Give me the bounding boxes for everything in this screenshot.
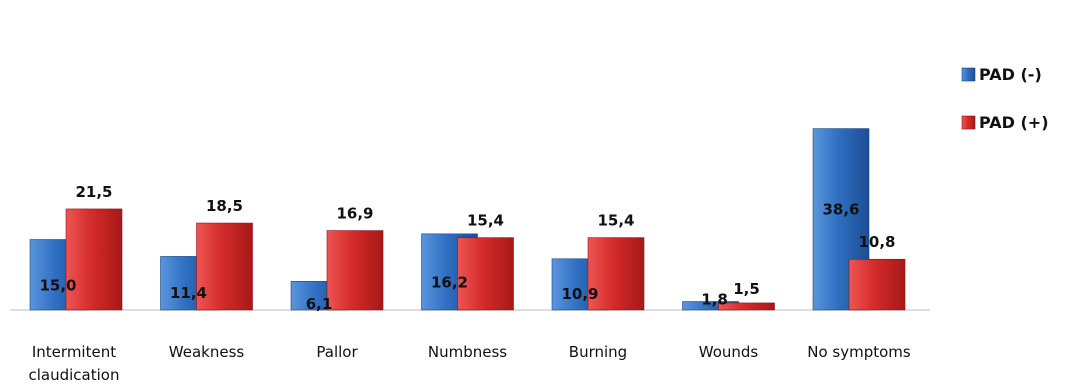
value-label-pad-pos-1: 18,5 [206, 197, 243, 215]
value-label-pad-pos-0: 21,5 [75, 183, 112, 201]
category-label-2: Pallor [316, 343, 358, 361]
legend-swatch-pad-neg [961, 67, 976, 82]
value-label-pad-pos-4: 15,4 [597, 212, 634, 230]
bars-group [29, 128, 906, 311]
legend-label-pad-neg: PAD (-) [979, 65, 1042, 84]
legend: PAD (-) PAD (+) [961, 65, 1049, 132]
category-labels-group: Intermitent claudication Weakness Pallor Num… [29, 343, 911, 384]
value-label-pad-neg-5: 1,8 [701, 291, 728, 309]
bar-pad-pos-6 [848, 258, 906, 311]
category-label-5: Wounds [699, 343, 759, 361]
value-label-pad-neg-4: 10,9 [561, 285, 598, 303]
value-label-pad-pos-6: 10,8 [858, 233, 895, 251]
bar-pad-pos-3 [457, 237, 514, 311]
category-label-6: No symptoms [807, 343, 911, 361]
legend-swatch-pad-pos [961, 115, 976, 130]
category-label-4: Burning [569, 343, 627, 361]
value-label-pad-neg-6: 38,6 [822, 201, 859, 219]
bar-pad-pos-4 [587, 237, 645, 311]
value-label-pad-pos-5: 1,5 [733, 280, 760, 298]
bar-pad-pos-1 [196, 222, 253, 311]
legend-label-pad-pos: PAD (+) [979, 113, 1049, 132]
bar-pad-pos-5 [718, 302, 775, 311]
category-label-1: Weakness [169, 343, 245, 361]
category-label-0: Intermitent claudication [29, 343, 120, 384]
value-label-pad-pos-3: 15,4 [467, 212, 504, 230]
value-label-pad-neg-1: 11,4 [170, 284, 207, 302]
value-labels-group: 15,0 21,5 11,4 18,5 6,1 16,9 16,2 15,4 10,9 15,4 1… [39, 183, 895, 313]
value-label-pad-neg-0: 15,0 [39, 276, 76, 294]
value-label-pad-neg-2: 6,1 [306, 295, 333, 313]
bar-pad-pos-2 [326, 230, 384, 311]
value-label-pad-pos-2: 16,9 [336, 205, 373, 223]
bar-pad-pos-0 [65, 208, 123, 311]
category-label-3: Numbness [428, 343, 507, 361]
value-label-pad-neg-3: 16,2 [431, 274, 468, 292]
